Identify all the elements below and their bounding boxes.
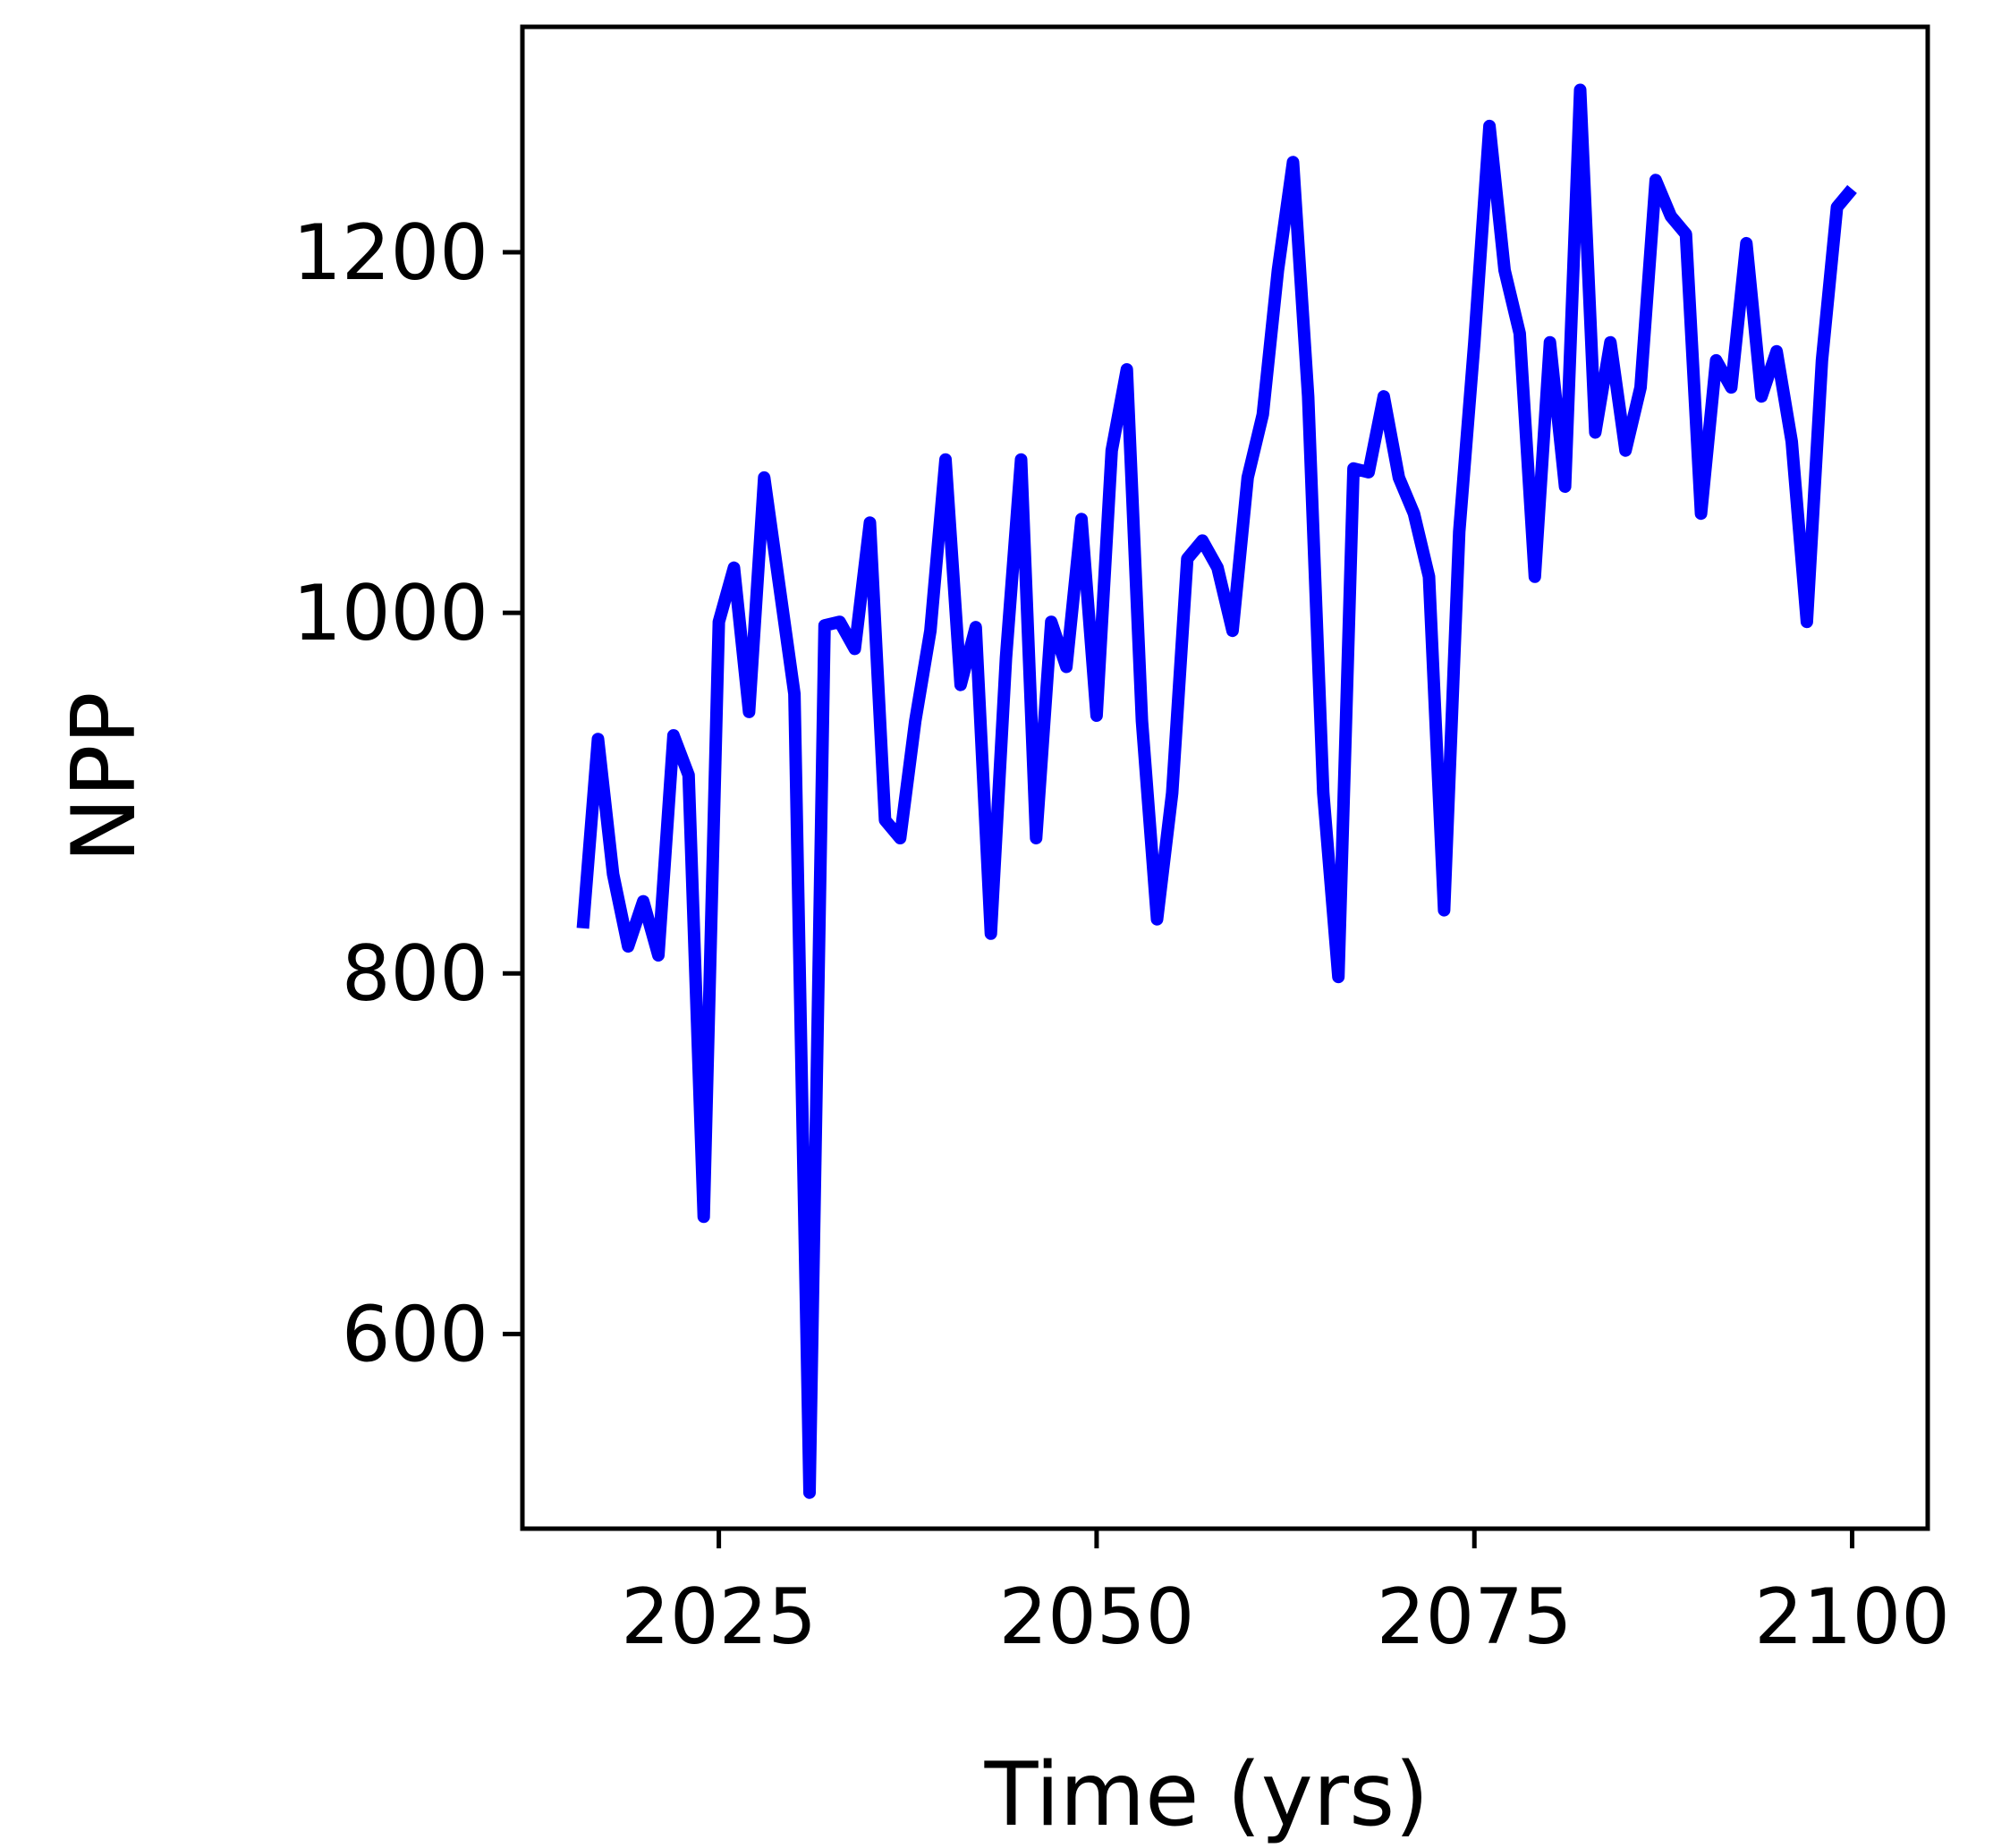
series-line-npp xyxy=(576,83,1857,1499)
y-tick-label: 1000 xyxy=(293,569,488,658)
y-tick-label: 800 xyxy=(342,929,488,1019)
x-tick-label: 2050 xyxy=(998,1572,1194,1662)
y-tick-label: 600 xyxy=(342,1290,488,1379)
y-axis-label: NPP xyxy=(54,691,156,863)
y-axis-ticks: 600 800 1000 1200 xyxy=(293,208,522,1379)
x-tick-label: 2075 xyxy=(1377,1572,1573,1662)
plot-area-border xyxy=(520,24,1930,1531)
y-tick-label: 1200 xyxy=(293,208,488,298)
x-axis-label: Time (yrs) xyxy=(984,1744,1429,1844)
x-tick-label: 2025 xyxy=(621,1572,817,1662)
x-tick-label: 2100 xyxy=(1754,1572,1950,1662)
x-axis-ticks: 2025 2050 2075 2100 xyxy=(621,1529,1950,1662)
